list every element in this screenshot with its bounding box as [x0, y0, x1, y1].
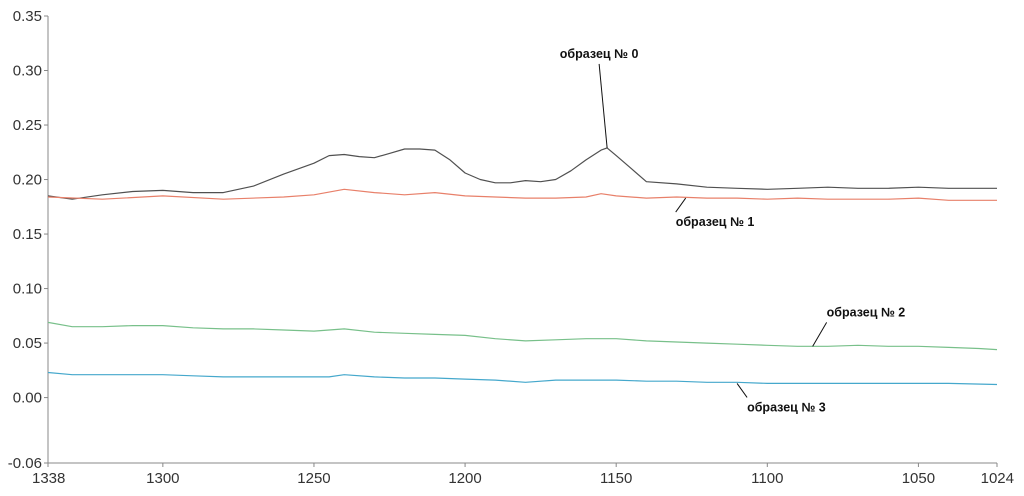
annotation-label-3: образец № 3	[747, 400, 826, 414]
annotation-leader-2	[812, 322, 828, 347]
y-tick-label: 0.20	[13, 172, 42, 189]
x-tick-label: 1250	[297, 470, 330, 487]
series-line-2	[47, 321, 998, 351]
series-line-0	[47, 147, 997, 200]
series-line-3	[47, 371, 998, 386]
x-tick-label: 1050	[902, 470, 935, 487]
series-layer	[47, 147, 998, 386]
annotation-label-2: образец № 2	[827, 305, 906, 319]
y-tick-label: 0.35	[13, 8, 42, 25]
series-line-1	[47, 188, 997, 201]
x-tick-label: 1024	[981, 470, 1014, 487]
x-tick-label: 1200	[448, 470, 481, 487]
annotation-leader-3	[736, 383, 748, 398]
y-tick-label: 0.00	[13, 390, 42, 407]
x-tick-label: 1338	[32, 470, 65, 487]
x-tick-label: 1300	[146, 470, 179, 487]
y-tick-label: -0.06	[8, 455, 42, 472]
y-tick-label: 0.25	[13, 117, 42, 134]
y-tick-label: 0.10	[13, 281, 42, 298]
annotation-label-1: образец № 1	[676, 215, 755, 229]
annotation-label-0: образец № 0	[560, 47, 639, 61]
plot-frame	[47, 16, 997, 464]
x-tick-label: 1100	[751, 470, 783, 487]
annotation-leader-0	[598, 63, 608, 148]
x-tick-label: 1150	[600, 470, 632, 487]
y-tick-label: 0.05	[13, 335, 42, 352]
annotation-leader-1	[675, 197, 687, 213]
annotation-layer: образец № 0 образец № 1 образец № 2 образец…	[560, 47, 905, 414]
x-axis-ticks: 1338 1300 1250 1200 1150 1100 1050 1024	[32, 463, 1014, 487]
y-axis-ticks: 0.35 0.30 0.25 0.20 0.15 0.10 0.05 0.00 -0.06	[8, 8, 48, 472]
y-tick-label: 0.30	[13, 63, 42, 80]
y-tick-label: 0.15	[13, 226, 42, 243]
